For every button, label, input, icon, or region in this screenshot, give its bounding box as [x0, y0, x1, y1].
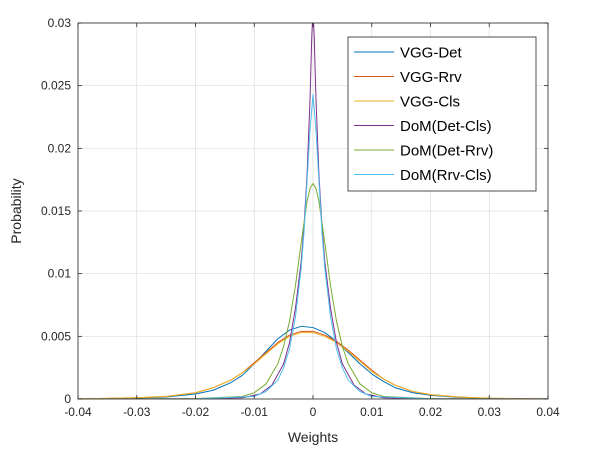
series-line-dom-det-cls [78, 23, 548, 399]
y-tick-label: 0.005 [41, 329, 71, 343]
series-lines [78, 23, 548, 399]
legend-entry[interactable]: DoM(Rrv-Cls) [400, 167, 492, 184]
x-tick-label: -0.02 [182, 405, 210, 419]
y-tick-label: 0.03 [48, 16, 72, 30]
legend-entry[interactable]: VGG-Det [400, 45, 463, 62]
series-line-dom-det-rrv [78, 182, 548, 399]
x-tick-label: 0.01 [360, 405, 384, 419]
legend-entry[interactable]: VGG-Rrv [400, 69, 462, 86]
series-line-dom-rrv-cls [78, 93, 548, 399]
y-tick-label: 0.02 [48, 141, 72, 155]
x-tick-label: -0.03 [123, 405, 151, 419]
legend-box [347, 36, 537, 192]
series-line-vgg-cls [78, 332, 548, 399]
legend[interactable]: VGG-Det VGG-Rrv VGG-Cls DoM(Det-Cls) DoM(Det… [347, 36, 537, 192]
legend-entry[interactable]: DoM(Det-Cls) [400, 118, 492, 135]
legend-entry[interactable]: VGG-Cls [400, 94, 460, 111]
y-tick-label: 0.025 [41, 79, 71, 93]
axis-ticks: -0.04 -0.03 -0.02 -0.01 0 0.01 0.02 0.03 0.04 0 0.… [41, 16, 560, 419]
y-axis-label: Probability [8, 178, 24, 243]
x-tick-label: 0.03 [478, 405, 502, 419]
y-tick-label: 0.01 [48, 267, 72, 281]
legend-entry[interactable]: DoM(Det-Rrv) [400, 143, 493, 160]
y-tick-label: 0 [64, 392, 71, 406]
x-tick-label: 0.02 [419, 405, 443, 419]
y-tick-label: 0.015 [41, 204, 71, 218]
x-tick-label: 0.04 [536, 405, 560, 419]
x-tick-label: -0.04 [64, 405, 92, 419]
series-line-vgg-det [78, 325, 548, 399]
x-tick-label: 0 [310, 405, 317, 419]
x-tick-label: -0.01 [241, 405, 269, 419]
x-axis-label: Weights [288, 429, 338, 445]
